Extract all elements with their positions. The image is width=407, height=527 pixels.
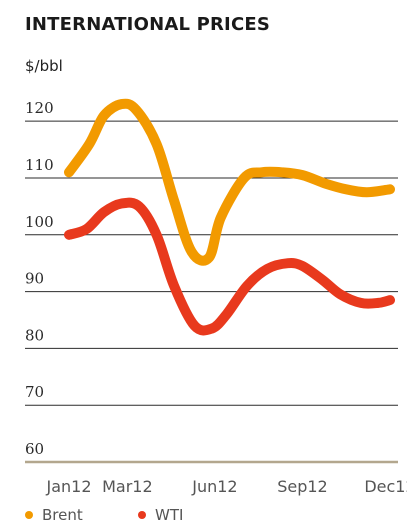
legend-wti-label: WTI xyxy=(155,506,184,524)
legend-brent-marker xyxy=(25,511,33,519)
x-tick-label: Sep12 xyxy=(277,477,328,496)
x-tick-label: Dec12 xyxy=(364,477,407,496)
x-tick-label: Mar12 xyxy=(102,477,153,496)
x-tick-labels: Jan12 Mar12 Jun12 Sep12 Dec12 xyxy=(45,477,407,496)
gridlines xyxy=(25,120,398,464)
y-tick-labels: 60 70 80 90 100 110 120 xyxy=(25,99,54,458)
y-tick-label: 70 xyxy=(25,383,44,401)
y-tick-label: 120 xyxy=(25,99,54,117)
y-tick-label: 80 xyxy=(25,326,44,344)
x-tick-label: Jun12 xyxy=(191,477,237,496)
y-tick-label: 60 xyxy=(25,440,44,458)
chart-title: INTERNATIONAL PRICES xyxy=(25,14,271,35)
legend-item-brent: Brent xyxy=(25,506,83,524)
legend-wti-marker xyxy=(138,511,146,519)
y-tick-label: 90 xyxy=(25,270,44,288)
y-tick-label: 110 xyxy=(25,156,54,174)
legend-brent-label: Brent xyxy=(42,506,83,524)
x-tick-label: Jan12 xyxy=(45,477,91,496)
series-line-wti xyxy=(64,197,395,336)
legend-item-wti: WTI xyxy=(138,506,183,524)
y-tick-label: 100 xyxy=(25,213,54,231)
y-axis-unit-label: $/bbl xyxy=(25,57,63,75)
series-line-brent xyxy=(64,98,395,266)
series-lines xyxy=(64,98,395,336)
